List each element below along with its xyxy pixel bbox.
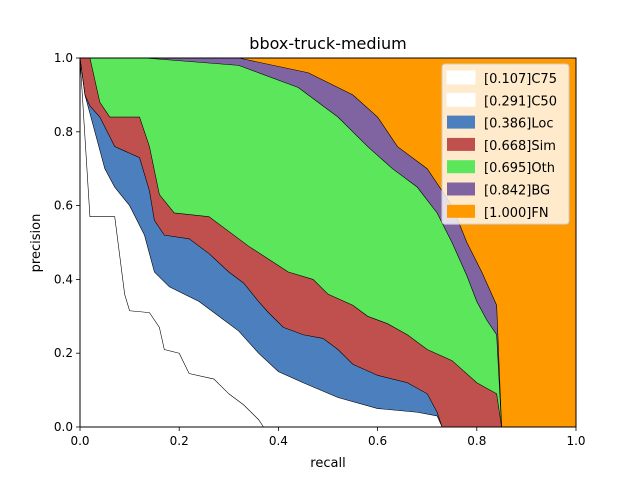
x-tick-label: 0.8 bbox=[467, 434, 486, 448]
x-tick-label: 0.0 bbox=[70, 434, 89, 448]
y-tick-label: 0.0 bbox=[54, 420, 73, 434]
legend-swatch bbox=[447, 182, 475, 196]
plot-frame bbox=[79, 57, 577, 428]
legend-swatch bbox=[447, 137, 475, 151]
y-tick-label: 0.6 bbox=[54, 199, 73, 213]
legend-swatch bbox=[447, 204, 475, 218]
area-0-291-c50 bbox=[80, 58, 443, 427]
y-tick-label: 0.4 bbox=[54, 272, 73, 286]
legend-entry: [0.695]Oth bbox=[484, 161, 555, 176]
chart-title: bbox-truck-medium bbox=[249, 34, 406, 53]
legend-entry: [0.842]BG bbox=[484, 184, 550, 199]
legend-entry: [0.291]C50 bbox=[484, 94, 557, 109]
boundary-0-386-loc bbox=[79, 57, 443, 428]
legend: [0.107]C75 [0.291]C50 [0.386]Loc [0.668]Sim… bbox=[441, 63, 570, 225]
legend-swatch bbox=[447, 115, 475, 129]
legend-entry: [0.668]Sim bbox=[484, 139, 556, 154]
legend-entry: [0.107]C75 bbox=[484, 72, 557, 87]
y-tick-label: 0.8 bbox=[54, 125, 73, 139]
y-tick-label: 0.2 bbox=[54, 346, 73, 360]
boundary-0-668-sim bbox=[80, 57, 502, 428]
boundary-0-842-bg bbox=[80, 57, 502, 428]
x-tick-label: 0.4 bbox=[269, 434, 288, 448]
legend-entry: [1.000]FN bbox=[484, 206, 549, 221]
area-0-107-c75 bbox=[80, 58, 264, 427]
boundary-0-291-c50 bbox=[79, 57, 443, 428]
legend-swatch bbox=[447, 160, 475, 174]
legend-entry: [0.386]Loc bbox=[484, 117, 553, 132]
x-tick-label: 0.6 bbox=[368, 434, 387, 448]
x-tick-label: 1.0 bbox=[566, 434, 585, 448]
boundary-0-695-oth bbox=[80, 57, 502, 428]
y-tick-label: 1.0 bbox=[54, 51, 73, 65]
x-tick-label: 0.2 bbox=[170, 434, 189, 448]
y-axis-label: precision bbox=[29, 214, 44, 273]
boundary-0-107-c75 bbox=[79, 57, 264, 428]
legend-swatch bbox=[446, 92, 476, 107]
x-axis-label: recall bbox=[310, 456, 345, 471]
legend-swatch bbox=[446, 70, 476, 85]
